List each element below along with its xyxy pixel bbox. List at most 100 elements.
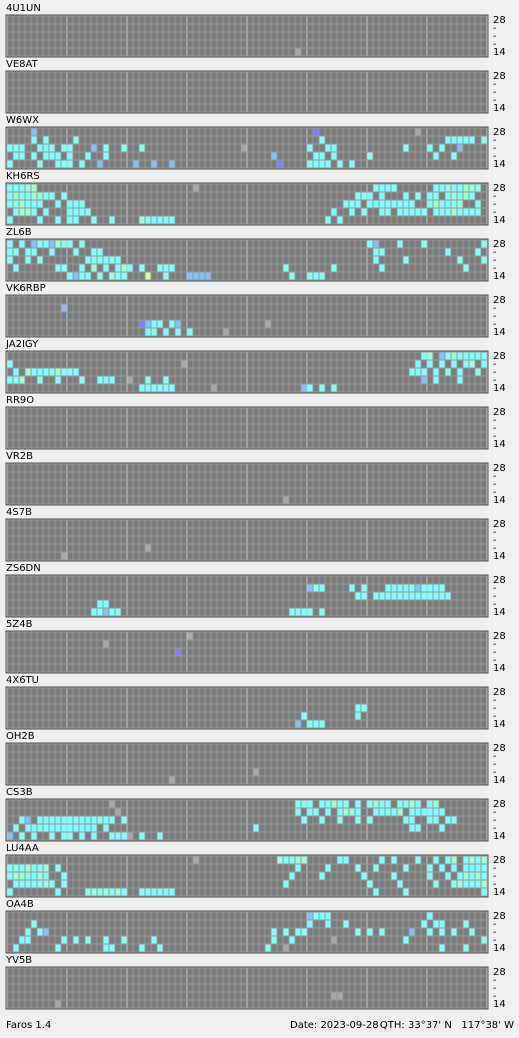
band-label: 28 — [493, 463, 506, 474]
signal-cell — [313, 160, 319, 168]
signal-cell — [421, 240, 427, 248]
signal-cell — [385, 808, 391, 816]
signal-cell — [409, 368, 415, 376]
band-label: 14 — [493, 383, 506, 394]
signal-cell — [307, 608, 313, 616]
signal-cell — [271, 928, 277, 936]
signal-cell — [55, 368, 61, 376]
signal-cell — [469, 864, 475, 872]
band-label: 28 — [493, 743, 506, 754]
signal-cell — [37, 144, 43, 152]
signal-cell — [391, 584, 397, 592]
signal-cell — [421, 208, 427, 216]
signal-cell — [109, 832, 115, 840]
signal-cell — [91, 832, 97, 840]
band-label: - — [493, 927, 497, 938]
signal-cell — [109, 376, 115, 384]
signal-cell — [121, 816, 127, 824]
signal-cell — [7, 832, 13, 840]
signal-cell — [31, 184, 37, 192]
signal-cell — [319, 800, 325, 808]
signal-cell — [109, 816, 115, 824]
signal-cell — [403, 208, 409, 216]
signal-cell — [7, 360, 13, 368]
signal-cell — [163, 376, 169, 384]
signal-cell — [397, 592, 403, 600]
signal-cell — [67, 208, 73, 216]
signal-cell — [475, 872, 481, 880]
signal-cell — [403, 816, 409, 824]
signal-cell — [13, 152, 19, 160]
signal-cell — [451, 816, 457, 824]
signal-cell — [319, 720, 325, 728]
band-label: - — [493, 983, 497, 994]
signal-cell — [31, 248, 37, 256]
signal-cell — [277, 856, 283, 864]
signal-cell — [421, 920, 427, 928]
signal-cell — [481, 136, 487, 144]
signal-cell — [127, 832, 133, 840]
signal-cell — [451, 360, 457, 368]
signal-cell — [439, 592, 445, 600]
signal-cell — [61, 872, 67, 880]
signal-cell — [313, 584, 319, 592]
signal-cell — [385, 592, 391, 600]
signal-cell — [415, 192, 421, 200]
band-label: - — [493, 319, 497, 330]
signal-cell — [463, 264, 469, 272]
signal-cell — [55, 824, 61, 832]
signal-cell — [307, 272, 313, 280]
signal-cell — [43, 144, 49, 152]
signal-cell — [439, 200, 445, 208]
band-label: - — [493, 479, 497, 490]
signal-cell — [49, 152, 55, 160]
signal-cell — [55, 944, 61, 952]
signal-cell — [427, 912, 433, 920]
signal-cell — [43, 864, 49, 872]
signal-cell — [61, 144, 67, 152]
signal-cell — [157, 264, 163, 272]
signal-cell — [79, 376, 85, 384]
band-label: 14 — [493, 327, 506, 338]
signal-cell — [91, 264, 97, 272]
signal-cell — [373, 200, 379, 208]
band-label: - — [493, 207, 497, 218]
signal-cell — [301, 856, 307, 864]
station-name: W6WX — [6, 115, 39, 126]
signal-cell — [319, 912, 325, 920]
signal-cell — [379, 208, 385, 216]
signal-cell — [25, 256, 31, 264]
signal-cell — [337, 216, 343, 224]
signal-cell — [409, 584, 415, 592]
signal-cell — [169, 216, 175, 224]
signal-cell — [325, 800, 331, 808]
signal-cell — [445, 368, 451, 376]
station-name: VE8AT — [6, 59, 39, 70]
band-label: - — [493, 879, 497, 890]
signal-cell — [61, 816, 67, 824]
signal-cell — [475, 184, 481, 192]
signal-cell — [355, 704, 361, 712]
signal-cell — [433, 584, 439, 592]
station-name: 4X6TU — [6, 675, 39, 686]
signal-cell — [463, 864, 469, 872]
signal-cell — [289, 272, 295, 280]
signal-cell — [139, 888, 145, 896]
band-label: 28 — [493, 855, 506, 866]
signal-cell — [355, 864, 361, 872]
signal-cell — [439, 352, 445, 360]
band-label: - — [493, 543, 497, 554]
signal-cell — [439, 144, 445, 152]
signal-cell — [427, 864, 433, 872]
signal-cell — [391, 808, 397, 816]
signal-cell — [433, 808, 439, 816]
signal-cell — [481, 240, 487, 248]
band-label: - — [493, 487, 497, 498]
band-label: 14 — [493, 215, 506, 226]
signal-cell — [85, 272, 91, 280]
band-label: 14 — [493, 607, 506, 618]
signal-cell — [403, 256, 409, 264]
signal-cell — [457, 368, 463, 376]
band-label: 14 — [493, 999, 506, 1010]
